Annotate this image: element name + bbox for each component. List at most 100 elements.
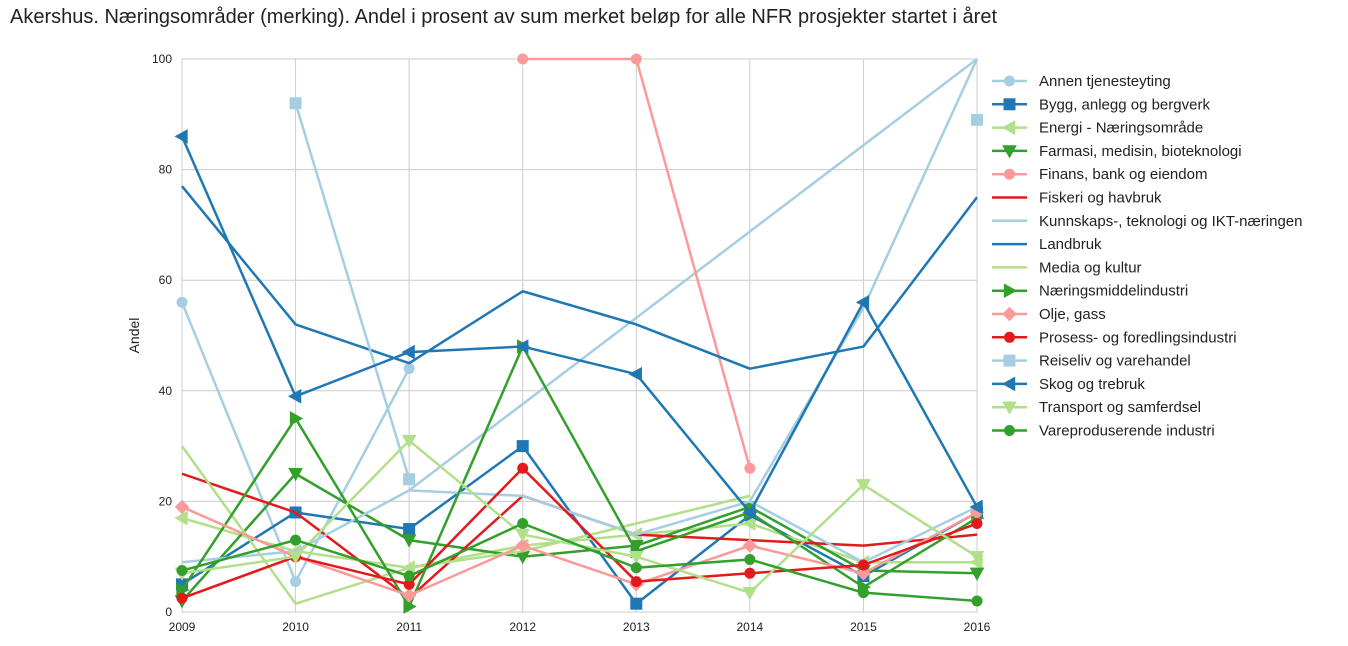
- series-line: [180, 445, 751, 605]
- data-point: [403, 363, 415, 375]
- legend-entry: Olje, gass: [992, 306, 1106, 323]
- data-point: [403, 473, 416, 486]
- data-point: [630, 562, 642, 574]
- legend-entry: Transport og samferdsel: [992, 399, 1201, 416]
- legend-label: Prosess- og foredlingsindustri: [1039, 329, 1237, 346]
- series-line: [181, 466, 978, 600]
- data-point: [401, 588, 417, 603]
- series-10: [174, 499, 985, 603]
- data-point: [969, 551, 985, 565]
- series-line: [180, 135, 979, 514]
- legend-entry: Prosess- og foredlingsindustri: [992, 329, 1237, 346]
- series-line: [181, 522, 978, 603]
- series-line: [180, 345, 978, 608]
- legend-label: Energi - Næringsområde: [1039, 120, 1203, 137]
- x-tick-label: 2011: [396, 620, 422, 634]
- data-point: [516, 440, 529, 453]
- data-point: [401, 534, 417, 548]
- series-line: [181, 185, 978, 370]
- series-line: [181, 516, 977, 570]
- legend-marker: [1001, 376, 1016, 392]
- legend-marker: [1004, 75, 1015, 87]
- legend-marker: [1003, 283, 1018, 299]
- data-point: [628, 366, 642, 382]
- series-8: [180, 445, 751, 605]
- y-tick-label: 40: [159, 384, 173, 398]
- legend-label: Media og kultur: [1039, 259, 1142, 276]
- x-tick-label: 2009: [169, 620, 196, 634]
- series-15: [176, 518, 983, 607]
- data-point: [174, 510, 188, 526]
- series-13: [174, 129, 983, 520]
- data-point: [517, 462, 529, 474]
- legend-entry: Media og kultur: [992, 259, 1142, 276]
- data-point: [176, 565, 188, 577]
- y-tick-label: 100: [152, 52, 172, 66]
- legend-label: Transport og samferdsel: [1039, 399, 1201, 416]
- data-point: [515, 339, 529, 354]
- legend-label: Annen tjenesteyting: [1039, 73, 1171, 90]
- legend-marker: [1004, 331, 1015, 343]
- data-point: [856, 566, 871, 581]
- legend-entry: Vareproduserende industri: [992, 423, 1215, 440]
- legend-label: Skog og trebruk: [1039, 376, 1145, 393]
- data-point: [288, 388, 302, 404]
- data-point: [401, 434, 417, 449]
- series-0: [176, 296, 415, 588]
- data-point: [742, 505, 756, 520]
- y-tick-label: 20: [159, 494, 173, 508]
- grid: [181, 58, 978, 613]
- series-line-extra: [408, 58, 978, 492]
- legend-marker: [1003, 354, 1016, 367]
- data-point: [403, 599, 417, 614]
- y-tick-label: 80: [159, 163, 173, 177]
- series-line-extra: [748, 58, 979, 503]
- data-point: [517, 518, 529, 530]
- data-point: [630, 597, 643, 610]
- data-point: [176, 296, 188, 308]
- data-point: [742, 586, 758, 601]
- series-12: [289, 97, 983, 486]
- data-point: [855, 294, 870, 310]
- data-point: [517, 53, 529, 65]
- data-point: [969, 499, 983, 515]
- x-tick-label: 2010: [282, 620, 309, 634]
- data-point: [630, 576, 642, 588]
- x-tick-label: 2014: [737, 620, 764, 634]
- data-point: [401, 344, 415, 360]
- legend-entry: Fiskeri og havbruk: [992, 190, 1162, 207]
- legend-marker: [1002, 145, 1017, 159]
- legend-label: Kunnskaps-, teknologi og IKT-næringen: [1039, 213, 1303, 230]
- series-line: [294, 102, 411, 480]
- y-axis-label: Andel: [126, 318, 142, 354]
- data-point: [630, 53, 642, 65]
- x-tick-label: 2016: [964, 620, 991, 634]
- y-tick-label: 0: [165, 605, 172, 619]
- series-line: [181, 472, 978, 602]
- legend-entry: Energi - Næringsområde: [992, 120, 1203, 137]
- legend-label: Reiseliv og varehandel: [1039, 353, 1191, 370]
- legend-label: Vareproduserende industri: [1039, 423, 1215, 440]
- data-point: [290, 534, 302, 546]
- legend-marker: [1002, 306, 1017, 322]
- data-point: [971, 113, 983, 126]
- series-6: [181, 489, 978, 564]
- legend-label: Næringsmiddelindustri: [1039, 283, 1188, 300]
- data-point: [857, 587, 869, 599]
- data-point: [289, 97, 302, 110]
- data-point: [176, 592, 188, 604]
- data-point: [744, 553, 756, 565]
- plot-frame: [181, 58, 978, 613]
- legend: Annen tjenesteyting Bygg, anlegg og bergv…: [992, 73, 1303, 440]
- legend-marker: [1004, 425, 1015, 436]
- data-point: [856, 479, 871, 493]
- legend-label: Farmasi, medisin, bioteknologi: [1039, 143, 1242, 160]
- legend-entry: Skog og trebruk: [992, 376, 1145, 393]
- series-line: [181, 505, 978, 597]
- data-point: [971, 518, 983, 530]
- legend-entry: Reiseliv og varehandel: [992, 353, 1191, 370]
- legend-entry: Bygg, anlegg og bergverk: [992, 96, 1210, 113]
- legend-label: Bygg, anlegg og bergverk: [1039, 96, 1210, 113]
- series-4: [517, 53, 756, 474]
